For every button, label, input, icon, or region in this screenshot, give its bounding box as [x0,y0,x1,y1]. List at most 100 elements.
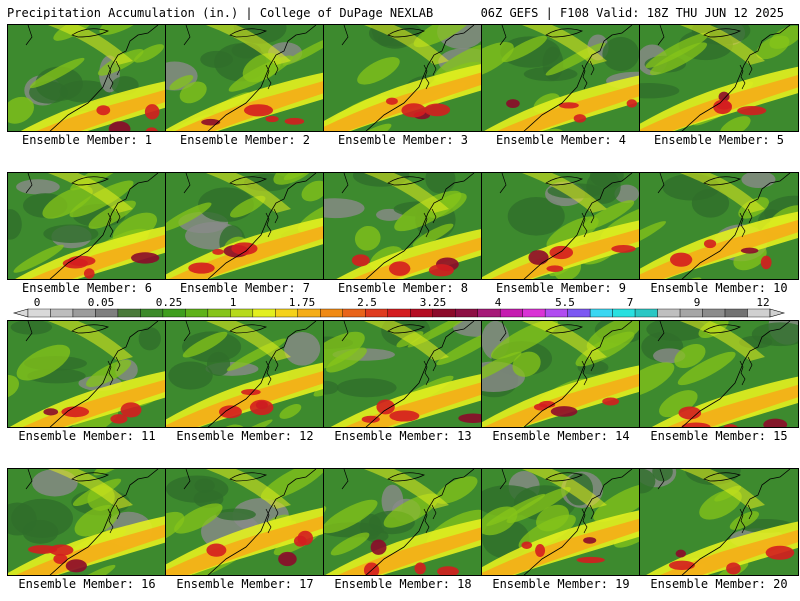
ensemble-panel: Ensemble Member: 11 [7,320,167,453]
member-label: Ensemble Member: 8 [321,281,485,295]
precip-map [639,320,799,428]
precip-map [165,24,325,132]
colorbar-swatch [73,309,95,317]
ensemble-panel: Ensemble Member: 1 [7,24,167,157]
precip-map [7,24,167,132]
colorbar-swatch [725,309,747,317]
ensemble-panel: Ensemble Member: 6 [7,172,167,305]
colorbar-tick-label: 7 [627,297,634,309]
member-label: Ensemble Member: 11 [5,429,169,443]
precip-map [481,24,641,132]
colorbar-swatch [748,309,770,317]
colorbar-swatch [590,309,612,317]
precip-map [165,172,325,280]
colorbar-swatch [613,309,635,317]
member-label: Ensemble Member: 5 [637,133,800,147]
precip-map [7,172,167,280]
member-label: Ensemble Member: 2 [163,133,327,147]
colorbar-swatch [95,309,117,317]
colorbar-tick-label: 9 [694,297,701,309]
precip-map [7,320,167,428]
colorbar-swatch [163,309,185,317]
ensemble-panel: Ensemble Member: 14 [481,320,641,453]
colorbar-swatch [455,309,477,317]
precip-map [323,172,483,280]
colorbar-swatch [185,309,207,317]
run-info: 06Z GEFS | F108 Valid: 18Z THU JUN 12 20… [481,6,784,20]
member-label: Ensemble Member: 3 [321,133,485,147]
colorbar-tick-label: 4 [495,297,502,309]
ensemble-panel: Ensemble Member: 2 [165,24,325,157]
member-label: Ensemble Member: 19 [479,577,643,591]
precip-map [639,172,799,280]
ensemble-panel: Ensemble Member: 17 [165,468,325,601]
precip-map [165,468,325,576]
precip-map [639,24,799,132]
colorbar-swatch [703,309,725,317]
colorbar-swatch [568,309,590,317]
colorbar [0,296,800,318]
ensemble-panel: Ensemble Member: 18 [323,468,483,601]
precip-map [323,320,483,428]
colorbar-swatch [140,309,162,317]
colorbar-swatch [208,309,230,317]
colorbar-swatch [343,309,365,317]
ensemble-panel: Ensemble Member: 4 [481,24,641,157]
colorbar-tick-label: 1.75 [289,297,316,309]
colorbar-swatch [388,309,410,317]
colorbar-swatch [478,309,500,317]
member-label: Ensemble Member: 15 [637,429,800,443]
chart-title: Precipitation Accumulation (in.) | Colle… [7,6,433,20]
colorbar-tick-label: 3.25 [420,297,447,309]
ensemble-panel: Ensemble Member: 16 [7,468,167,601]
colorbar-tick-label: 12 [756,297,769,309]
colorbar-swatch [118,309,140,317]
ensemble-panel: Ensemble Member: 10 [639,172,799,305]
colorbar-swatch [253,309,275,317]
ensemble-panel: Ensemble Member: 3 [323,24,483,157]
member-label: Ensemble Member: 12 [163,429,327,443]
precip-map [481,172,641,280]
member-label: Ensemble Member: 17 [163,577,327,591]
colorbar-swatch [320,309,342,317]
ensemble-panel: Ensemble Member: 8 [323,172,483,305]
colorbar-swatch [545,309,567,317]
member-label: Ensemble Member: 16 [5,577,169,591]
colorbar-swatch [298,309,320,317]
ensemble-panel: Ensemble Member: 9 [481,172,641,305]
colorbar-swatch [433,309,455,317]
colorbar-min-arrow [14,309,28,317]
ensemble-panel: Ensemble Member: 13 [323,320,483,453]
member-label: Ensemble Member: 13 [321,429,485,443]
ensemble-panel: Ensemble Member: 12 [165,320,325,453]
member-label: Ensemble Member: 1 [5,133,169,147]
ensemble-panel: Ensemble Member: 5 [639,24,799,157]
precip-map [481,320,641,428]
precip-map [323,468,483,576]
colorbar-swatch [365,309,387,317]
colorbar-swatch [28,309,50,317]
precip-map [639,468,799,576]
member-label: Ensemble Member: 18 [321,577,485,591]
colorbar-swatch [50,309,72,317]
colorbar-tick-label: 0.25 [156,297,183,309]
ensemble-panel: Ensemble Member: 15 [639,320,799,453]
colorbar-swatch [680,309,702,317]
precip-map [481,468,641,576]
member-label: Ensemble Member: 14 [479,429,643,443]
colorbar-swatch [410,309,432,317]
colorbar-tick-label: 0 [34,297,41,309]
colorbar-tick-label: 5.5 [555,297,575,309]
ensemble-panel: Ensemble Member: 19 [481,468,641,601]
member-label: Ensemble Member: 9 [479,281,643,295]
member-label: Ensemble Member: 7 [163,281,327,295]
colorbar-tick-label: 1 [230,297,237,309]
colorbar-swatch [523,309,545,317]
precip-map [165,320,325,428]
colorbar-swatch [635,309,657,317]
colorbar-swatch [230,309,252,317]
member-label: Ensemble Member: 10 [637,281,800,295]
precip-map [7,468,167,576]
colorbar-swatch [658,309,680,317]
colorbar-tick-label: 2.5 [357,297,377,309]
